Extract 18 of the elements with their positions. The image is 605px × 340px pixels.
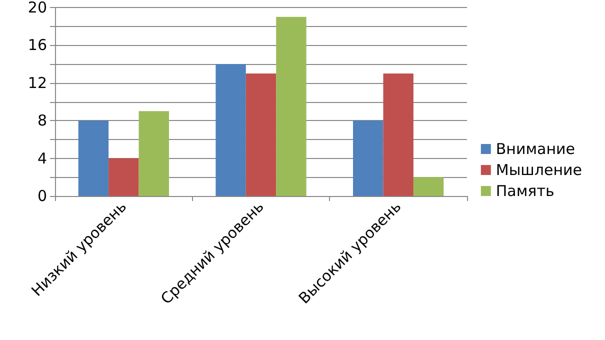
bar (413, 177, 444, 196)
bar (216, 64, 246, 196)
legend-label: Память (496, 182, 554, 200)
bar (276, 16, 306, 196)
y-tick-label: 0 (37, 187, 47, 205)
bar (138, 111, 169, 196)
legend-label: Внимание (496, 140, 576, 158)
bar (383, 73, 414, 196)
y-tick-label: 20 (28, 0, 47, 16)
y-tick-label: 4 (37, 149, 47, 168)
bar (78, 120, 109, 196)
bar (246, 73, 276, 196)
bar (108, 158, 139, 196)
bar (353, 120, 384, 196)
legend-label: Мышление (496, 161, 582, 179)
y-tick-label: 12 (28, 74, 47, 92)
y-tick-label: 16 (28, 36, 47, 54)
y-tick-label: 8 (37, 112, 47, 130)
